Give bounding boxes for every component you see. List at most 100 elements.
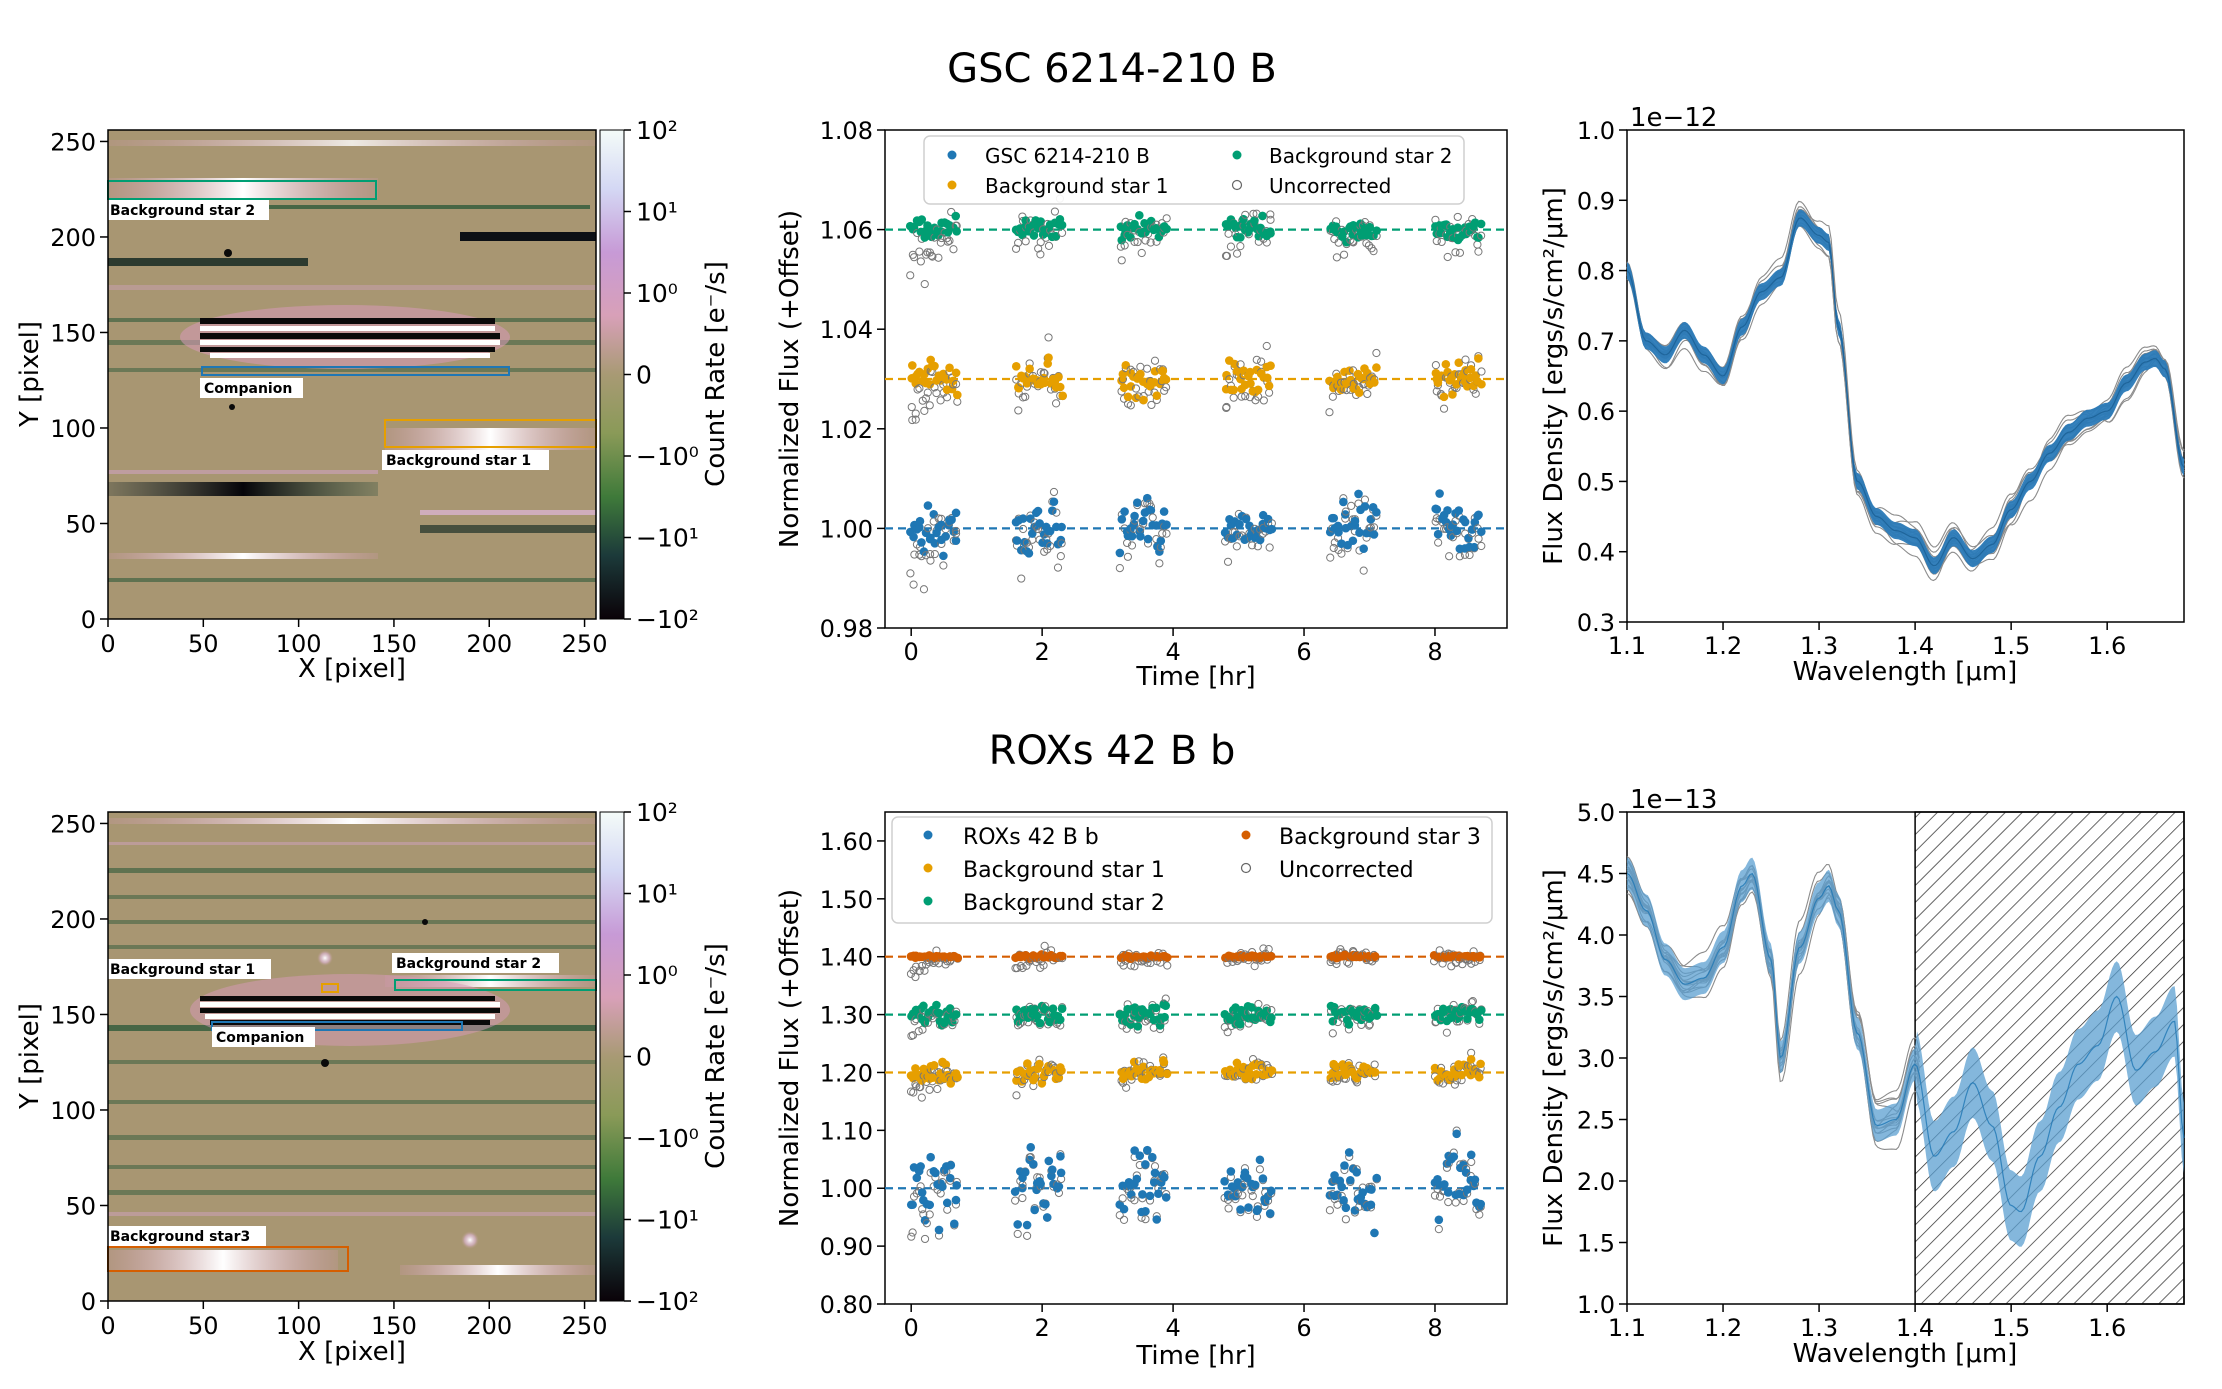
uncorrected-point	[1363, 389, 1372, 399]
data-point	[942, 1198, 952, 1208]
x-tick-label: 8	[1427, 1314, 1442, 1342]
data-point	[1239, 214, 1248, 224]
data-point	[1030, 1005, 1040, 1014]
ylabel: Y [pixel]	[15, 1003, 45, 1110]
data-point	[1162, 520, 1171, 529]
legend-label-uncorrected: Uncorrected	[1269, 174, 1391, 198]
uncorrected-point	[1044, 333, 1053, 342]
data-point	[1372, 507, 1381, 517]
uncorrected-point	[951, 379, 961, 389]
data-point	[951, 368, 961, 378]
label-box	[212, 1027, 315, 1047]
data-point	[1159, 507, 1169, 516]
title-roxs: ROXs 42 B b	[989, 728, 1236, 774]
uncorrected-point	[1115, 1211, 1124, 1220]
roxs-legend: ROXs 42 B b Background star 1 Background…	[891, 816, 1493, 924]
uncorrected-point	[925, 550, 935, 559]
data-point	[1048, 506, 1057, 515]
data-point	[1432, 505, 1442, 514]
x-tick-label: 0	[100, 630, 115, 658]
data-point	[1135, 1151, 1145, 1160]
data-point	[1476, 1199, 1486, 1209]
uncorrected-point	[1036, 250, 1045, 259]
point-source	[321, 1059, 329, 1067]
data-point	[1057, 1066, 1066, 1075]
colorbar-ticks: 10² 10¹ 10⁰ 0 −10⁰ −10¹ −10²	[624, 116, 699, 634]
y-tick-label: 150	[50, 319, 96, 347]
uncorrected-point	[925, 1210, 934, 1219]
y-tick-label: 0.8	[1577, 258, 1615, 286]
data-point	[1158, 366, 1168, 376]
uncorrected-point	[1468, 997, 1477, 1006]
region-label-background-star-1: Background star 1	[110, 962, 255, 978]
uncorrected-point	[1432, 387, 1441, 396]
data-point	[1233, 1012, 1242, 1022]
uncorrected-point	[1341, 507, 1350, 516]
uncorrected-point	[1021, 392, 1030, 401]
uncorrected-point	[928, 252, 937, 261]
point-source	[229, 404, 235, 410]
data-point	[1141, 1207, 1150, 1216]
uncorrected-point	[1477, 231, 1486, 240]
y-tick-label: 1.0	[1577, 1291, 1615, 1319]
uncorrected-point	[1329, 543, 1338, 553]
data-point	[1265, 1209, 1275, 1218]
x-tick-label: 1.1	[1608, 1314, 1646, 1342]
data-point	[1462, 381, 1472, 391]
data-point	[953, 953, 963, 963]
x-tick-label: 150	[371, 1312, 417, 1340]
uncorrected-point	[1022, 1231, 1032, 1240]
data-point	[1452, 1129, 1461, 1139]
x-tick-label: 2	[1034, 638, 1049, 666]
data-point	[1056, 1152, 1065, 1161]
spec-frame	[1626, 129, 2185, 623]
data-point	[1466, 365, 1476, 374]
data-point	[948, 376, 958, 386]
y-tick-label: 250	[50, 128, 96, 156]
uncorrected-point	[1347, 501, 1356, 510]
colorbar-tick-label: −10²	[636, 605, 699, 634]
uncorrected-point	[943, 237, 953, 246]
data-point	[1135, 211, 1144, 220]
y-tick-label: 0.3	[1577, 609, 1615, 637]
y-tick-label: 1.10	[820, 1117, 873, 1145]
gsc-spectrum-plot: 1.1 1.2 1.3 1.4 1.5 1.6 0.3 0.4 0.5 0.6 0.7 0.8 0.9 1…	[1577, 117, 2185, 660]
data-point	[1162, 224, 1171, 234]
x-tick-label: 150	[371, 630, 417, 658]
data-point	[1449, 1152, 1459, 1161]
x-tick-label: 1.2	[1704, 632, 1742, 660]
legend-label-bg3: Background star 3	[1279, 825, 1481, 850]
data-point	[1029, 1159, 1038, 1169]
uncorrected-point	[1241, 210, 1250, 219]
uncorrected-point	[907, 1232, 916, 1241]
data-point	[1370, 951, 1380, 961]
gsc-regions: Background star 2 Companion Background s…	[106, 180, 597, 470]
x-tick-label: 200	[466, 630, 512, 658]
lc-frame	[884, 129, 1508, 629]
data-point	[1040, 378, 1049, 388]
uncorrected-point	[1325, 408, 1334, 417]
y-tick-label: 0.9	[1577, 187, 1615, 215]
x-tick-label: 8	[1427, 638, 1442, 666]
data-point	[1127, 531, 1137, 541]
data-point	[1443, 367, 1452, 377]
uncorrected-point	[1241, 392, 1250, 401]
uncorrected-point	[1442, 1028, 1451, 1037]
uncorrected-point	[1040, 369, 1049, 378]
data-point	[1133, 1022, 1143, 1031]
xlabel: Wavelength [μm]	[1793, 1339, 2018, 1369]
y-tick-label: 200	[50, 224, 96, 252]
data-point	[1032, 1011, 1042, 1021]
uncorrected-point	[920, 1234, 930, 1244]
data-point	[1139, 1062, 1148, 1072]
data-point	[1049, 497, 1059, 507]
data-point	[1476, 1059, 1485, 1069]
data-point	[915, 516, 925, 526]
data-point	[1459, 1160, 1468, 1170]
legend-marker	[1231, 179, 1243, 191]
data-point	[1143, 1145, 1152, 1155]
data-point	[937, 520, 946, 530]
roxs-lightcurve-panel: 0 2 4 6 8 0.80 0.90 1.00 1.10 1.20 1.30 1.40 1.50 1.6…	[775, 811, 1508, 1371]
uncorrected-point	[1332, 253, 1341, 262]
data-point	[1452, 526, 1462, 536]
